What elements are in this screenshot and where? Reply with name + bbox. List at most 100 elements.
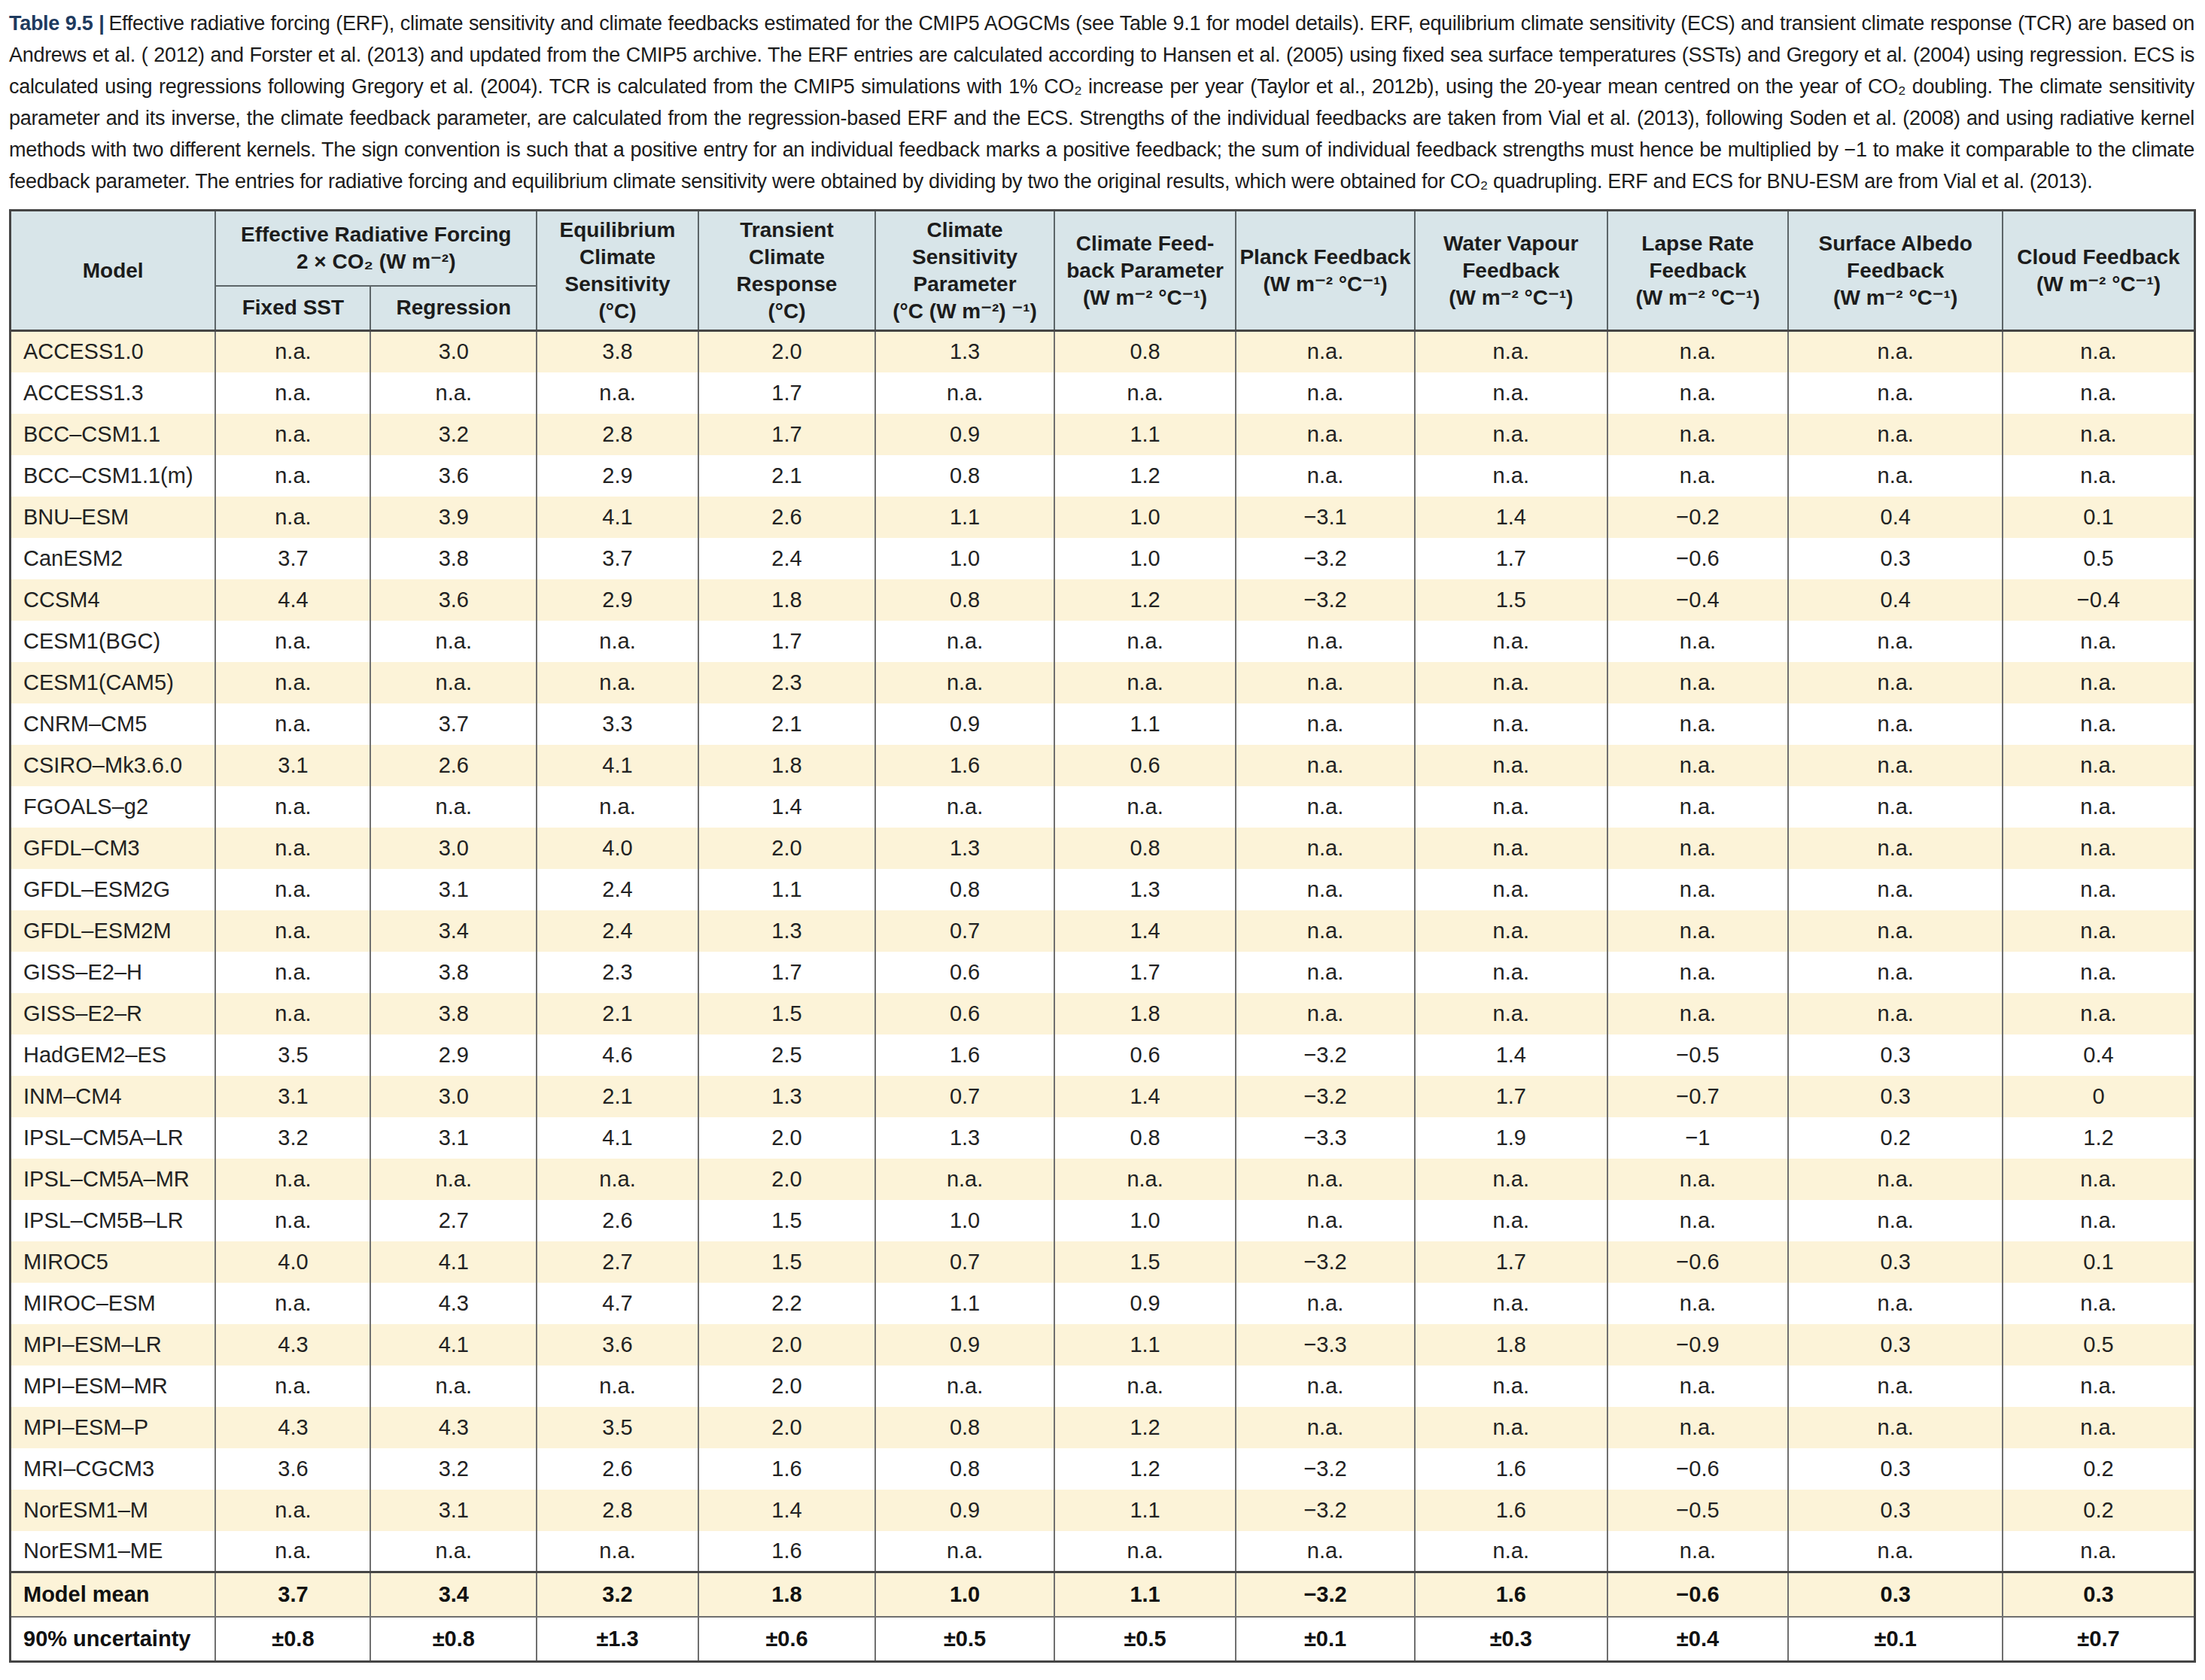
value-cell: n.a. <box>1054 786 1236 828</box>
value-cell: n.a. <box>1236 414 1415 455</box>
value-cell: n.a. <box>2003 331 2195 372</box>
value-cell: n.a. <box>215 993 370 1034</box>
model-name-cell: CESM1(BGC) <box>11 621 216 662</box>
summary-row: Model mean3.73.43.21.81.01.1−3.21.6−0.60… <box>11 1572 2195 1617</box>
model-name-cell: CESM1(CAM5) <box>11 662 216 703</box>
value-cell: n.a. <box>215 1366 370 1407</box>
value-cell: n.a. <box>1415 1200 1607 1241</box>
value-cell: n.a. <box>2003 662 2195 703</box>
value-cell: n.a. <box>2003 703 2195 745</box>
value-cell: 3.6 <box>370 579 537 621</box>
value-cell: 0.3 <box>1788 1490 2002 1531</box>
value-cell: n.a. <box>537 1159 698 1200</box>
value-cell: 1.9 <box>1415 1117 1607 1159</box>
value-cell: n.a. <box>1236 1200 1415 1241</box>
value-cell: n.a. <box>215 1283 370 1324</box>
value-cell: n.a. <box>1415 952 1607 993</box>
model-name-cell: CCSM4 <box>11 579 216 621</box>
value-cell: 0.8 <box>875 1448 1054 1490</box>
value-cell: 1.1 <box>875 1283 1054 1324</box>
value-cell: ±0.5 <box>1054 1617 1236 1662</box>
value-cell: n.a. <box>1788 621 2002 662</box>
value-cell: 1.4 <box>698 1490 875 1531</box>
table-row: BNU–ESMn.a.3.94.12.61.11.0−3.11.4−0.20.4… <box>11 497 2195 538</box>
value-cell: 2.1 <box>537 1076 698 1117</box>
value-cell: n.a. <box>370 1159 537 1200</box>
value-cell: 0.9 <box>875 414 1054 455</box>
value-cell: 1.6 <box>698 1448 875 1490</box>
value-cell: n.a. <box>215 1531 370 1572</box>
value-cell: n.a. <box>537 662 698 703</box>
value-cell: n.a. <box>1788 910 2002 952</box>
value-cell: n.a. <box>2003 952 2195 993</box>
value-cell: n.a. <box>1788 1531 2002 1572</box>
value-cell: 3.2 <box>537 1572 698 1617</box>
value-cell: n.a. <box>1607 455 1789 497</box>
value-cell: n.a. <box>1607 786 1789 828</box>
table-row: IPSL–CM5B–LRn.a.2.72.61.51.01.0n.a.n.a.n… <box>11 1200 2195 1241</box>
value-cell: −3.2 <box>1236 1572 1415 1617</box>
value-cell: n.a. <box>1236 455 1415 497</box>
value-cell: 2.6 <box>698 497 875 538</box>
value-cell: 0.3 <box>1788 1448 2002 1490</box>
value-cell: 1.1 <box>1054 1490 1236 1531</box>
value-cell: −0.7 <box>1607 1076 1789 1117</box>
value-cell: n.a. <box>2003 1200 2195 1241</box>
value-cell: n.a. <box>215 372 370 414</box>
model-name-cell: 90% uncertainty <box>11 1617 216 1662</box>
value-cell: 0.2 <box>1788 1117 2002 1159</box>
value-cell: 3.7 <box>370 703 537 745</box>
value-cell: n.a. <box>370 786 537 828</box>
value-cell: 3.3 <box>537 703 698 745</box>
value-cell: ±0.4 <box>1607 1617 1789 1662</box>
table-row: CCSM44.43.62.91.80.81.2−3.21.5−0.40.4−0.… <box>11 579 2195 621</box>
value-cell: 1.5 <box>1054 1241 1236 1283</box>
value-cell: 0.4 <box>2003 1034 2195 1076</box>
value-cell: 3.4 <box>370 1572 537 1617</box>
value-cell: −3.2 <box>1236 538 1415 579</box>
table-row: NorESM1–Mn.a.3.12.81.40.91.1−3.21.6−0.50… <box>11 1490 2195 1531</box>
value-cell: 1.7 <box>698 952 875 993</box>
page: { "caption": { "label": "Table 9.5 |", "… <box>0 0 2205 1663</box>
model-name-cell: CNRM–CM5 <box>11 703 216 745</box>
value-cell: 1.8 <box>698 745 875 786</box>
value-cell: 4.0 <box>215 1241 370 1283</box>
value-cell: 2.0 <box>698 331 875 372</box>
value-cell: n.a. <box>875 1366 1054 1407</box>
value-cell: 3.6 <box>215 1448 370 1490</box>
column-header-erf-group: Effective Radiative Forcing 2 × CO₂ (W m… <box>215 211 537 286</box>
column-header-climate-feedback-parameter: Climate Feed- back Parameter (W m⁻² °C⁻¹… <box>1054 211 1236 331</box>
value-cell: 4.4 <box>215 579 370 621</box>
value-cell: 2.4 <box>698 538 875 579</box>
value-cell: 4.1 <box>537 745 698 786</box>
value-cell: n.a. <box>1236 662 1415 703</box>
value-cell: 0.9 <box>875 703 1054 745</box>
value-cell: 3.7 <box>215 1572 370 1617</box>
value-cell: n.a. <box>875 1159 1054 1200</box>
value-cell: n.a. <box>2003 828 2195 869</box>
value-cell: n.a. <box>1788 869 2002 910</box>
value-cell: 3.6 <box>370 455 537 497</box>
value-cell: 3.7 <box>215 538 370 579</box>
table-row: FGOALS–g2n.a.n.a.n.a.1.4n.a.n.a.n.a.n.a.… <box>11 786 2195 828</box>
value-cell: 0.8 <box>1054 1117 1236 1159</box>
value-cell: 0.9 <box>875 1490 1054 1531</box>
value-cell: 1.1 <box>698 869 875 910</box>
value-cell: 0.8 <box>1054 331 1236 372</box>
value-cell: 2.7 <box>370 1200 537 1241</box>
value-cell: n.a. <box>215 952 370 993</box>
table-row: BCC–CSM1.1(m)n.a.3.62.92.10.81.2n.a.n.a.… <box>11 455 2195 497</box>
model-name-cell: IPSL–CM5B–LR <box>11 1200 216 1241</box>
value-cell: 0.3 <box>1788 1572 2002 1617</box>
value-cell: 2.9 <box>537 455 698 497</box>
value-cell: 4.3 <box>370 1283 537 1324</box>
table-row: MPI–ESM–LR4.34.13.62.00.91.1−3.31.8−0.90… <box>11 1324 2195 1366</box>
value-cell: n.a. <box>1415 828 1607 869</box>
value-cell: n.a. <box>1236 1159 1415 1200</box>
value-cell: n.a. <box>875 1531 1054 1572</box>
value-cell: 0.4 <box>1788 579 2002 621</box>
value-cell: ±0.5 <box>875 1617 1054 1662</box>
model-name-cell: MPI–ESM–P <box>11 1407 216 1448</box>
model-name-cell: HadGEM2–ES <box>11 1034 216 1076</box>
value-cell: 1.6 <box>875 1034 1054 1076</box>
